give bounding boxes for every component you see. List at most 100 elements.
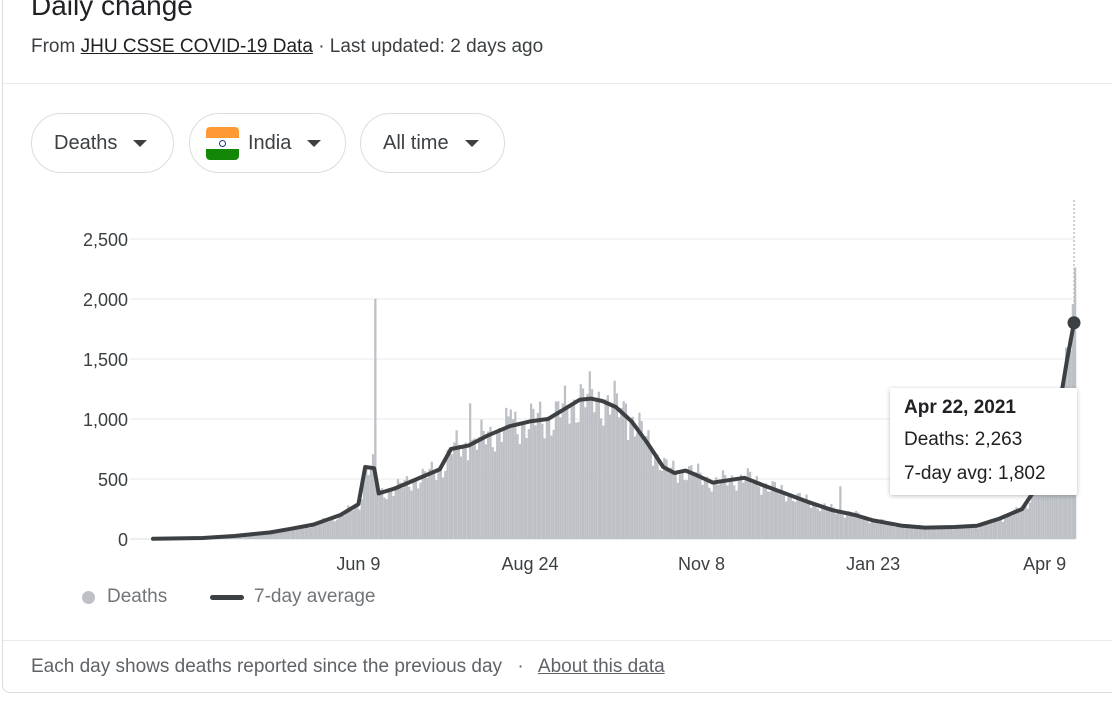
y-tick-label: 0 [118,530,128,550]
daily-bar [279,530,282,539]
daily-bar [771,481,774,539]
daily-bar [437,469,440,539]
daily-bar [342,515,345,539]
daily-bar [877,522,880,539]
footer-separator: · [517,656,524,677]
daily-bar [602,425,605,539]
daily-bar [1019,510,1023,539]
daily-bar [816,508,819,539]
daily-bar [511,419,515,539]
y-tick-label: 1,000 [83,410,128,430]
daily-bar [419,482,422,539]
daily-bar [780,485,783,539]
daily-bar [383,497,386,539]
daily-bar [385,499,388,539]
daily-bar [570,406,573,539]
tooltip-avg: 7-day avg: 1,802 [904,463,1046,484]
daily-bar [498,427,501,539]
daily-bar [981,522,984,539]
daily-bar [362,477,366,539]
footer-note: Each day shows deaths reported since the… [31,656,503,677]
country-dropdown[interactable]: India [189,113,346,173]
daily-bar [1031,493,1034,539]
daily-bar [390,489,393,539]
daily-bar [882,519,885,539]
legend-deaths: Deaths [82,586,167,608]
daily-bar [380,488,384,539]
daily-bar [1037,477,1041,539]
daily-bar [963,524,966,539]
daily-bar [460,456,463,539]
y-tick-label: 2,000 [83,290,128,310]
about-data-link[interactable]: About this data [537,656,665,677]
daily-bar [787,496,790,539]
daily-bar [496,430,499,539]
daily-bar [613,380,616,539]
daily-bar [800,500,804,539]
daily-bar [821,504,824,539]
deaths-chart[interactable]: 0 500 1,000 1,500 2,000 2,500 Jun 9 Aug 24 Nov … [0,190,1112,580]
daily-bar [834,513,837,539]
daily-bar [340,514,343,539]
daily-bar [773,482,777,539]
daily-bar [927,529,930,539]
daily-bar [970,526,973,539]
daily-bar [441,477,445,539]
daily-bar [399,482,402,539]
daily-bar [886,523,889,539]
daily-bar [358,509,361,539]
daily-bar [618,417,621,539]
daily-bar [690,465,693,539]
daily-bar [789,493,792,539]
metric-dropdown[interactable]: Deaths [31,113,174,173]
daily-bar [976,528,980,539]
daily-bar [956,525,959,539]
avg-line [151,320,1076,541]
daily-bar [518,444,521,539]
range-dropdown[interactable]: All time [360,113,505,173]
daily-bar [915,526,919,539]
daily-bar [692,475,695,539]
daily-bar [739,474,743,539]
daily-bar [620,407,623,539]
daily-bar [961,526,964,539]
daily-bar [1024,505,1027,539]
daily-bar [934,527,937,539]
daily-bar [742,482,745,539]
daily-bar [929,526,932,539]
daily-bar [308,527,312,539]
daily-bar [904,524,907,539]
daily-bar [252,534,255,539]
daily-bar [453,442,456,539]
daily-bar [778,489,781,539]
daily-bar [649,450,652,539]
daily-bar [940,526,944,539]
daily-bar [520,424,524,539]
daily-bar [304,526,307,539]
daily-bar [999,519,1002,539]
daily-bar [654,455,657,539]
daily-bar [326,521,330,539]
daily-bar [1010,515,1014,539]
daily-bar [561,403,564,539]
daily-bar [545,421,549,539]
x-tick-label: Aug 24 [501,554,558,574]
daily-bar [403,480,406,539]
daily-bar [353,505,357,539]
daily-bar [985,523,989,539]
daily-bar [744,479,747,539]
daily-bar [541,423,544,539]
daily-bar [1001,521,1005,539]
daily-bar [1008,515,1011,539]
daily-bar [922,526,926,539]
daily-bar [315,523,318,539]
daily-bar [764,483,767,539]
daily-bar [254,533,257,539]
daily-bar [344,510,348,539]
daily-bar [590,389,594,539]
daily-bar [288,527,291,539]
daily-bar [489,426,492,539]
source-link[interactable]: JHU CSSE COVID-19 Data [80,36,313,57]
daily-bar [502,430,506,539]
daily-bar [938,525,941,539]
